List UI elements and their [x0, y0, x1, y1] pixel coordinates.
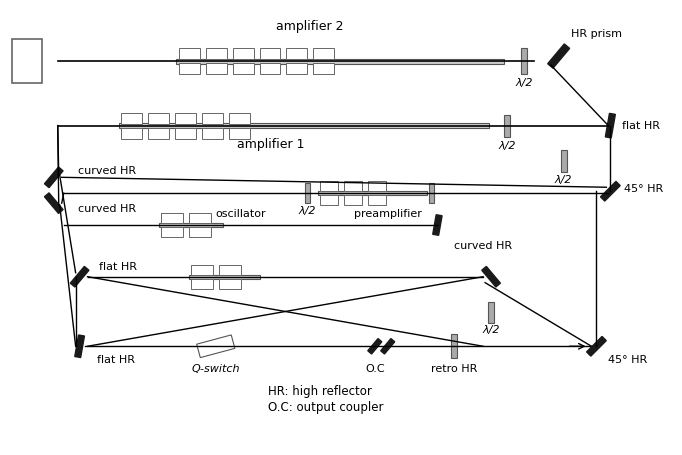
- Bar: [320, 181, 338, 191]
- Bar: [259, 63, 280, 74]
- Text: λ/2: λ/2: [499, 141, 516, 151]
- Text: amplifier 2: amplifier 2: [276, 20, 344, 33]
- Bar: [189, 275, 261, 278]
- Polygon shape: [548, 44, 569, 68]
- Bar: [286, 63, 307, 74]
- Bar: [175, 127, 196, 138]
- Bar: [233, 48, 254, 59]
- Text: λ/2: λ/2: [482, 325, 500, 335]
- Text: O.C: output coupler: O.C: output coupler: [269, 401, 384, 414]
- Bar: [313, 48, 334, 59]
- Bar: [561, 151, 567, 172]
- Text: flat HR: flat HR: [100, 262, 138, 272]
- Polygon shape: [481, 267, 501, 287]
- Bar: [313, 63, 334, 74]
- Text: amplifier 1: amplifier 1: [237, 138, 304, 152]
- Text: Q-switch: Q-switch: [192, 364, 240, 374]
- Bar: [451, 334, 458, 358]
- Bar: [206, 63, 226, 74]
- Polygon shape: [368, 339, 382, 354]
- Bar: [504, 115, 510, 136]
- Polygon shape: [44, 193, 63, 213]
- Polygon shape: [606, 113, 615, 138]
- Bar: [121, 127, 143, 138]
- Polygon shape: [381, 339, 395, 354]
- Bar: [161, 227, 183, 237]
- Text: 45° HR: 45° HR: [608, 355, 648, 365]
- Bar: [318, 191, 428, 195]
- Bar: [228, 113, 250, 124]
- Bar: [320, 195, 338, 205]
- Bar: [429, 183, 434, 203]
- Polygon shape: [75, 335, 85, 358]
- Polygon shape: [433, 215, 442, 235]
- Bar: [202, 113, 223, 124]
- Text: flat HR: flat HR: [98, 355, 136, 365]
- Bar: [286, 48, 307, 59]
- Polygon shape: [70, 267, 89, 287]
- Bar: [179, 48, 200, 59]
- Text: 45° HR: 45° HR: [624, 184, 664, 194]
- Polygon shape: [601, 182, 620, 201]
- Bar: [179, 63, 200, 74]
- Bar: [12, 39, 42, 83]
- Bar: [161, 213, 183, 223]
- Bar: [119, 123, 489, 128]
- Bar: [368, 181, 386, 191]
- Text: retro HR: retro HR: [431, 364, 477, 374]
- Bar: [219, 278, 241, 288]
- Bar: [189, 213, 211, 223]
- Bar: [521, 48, 527, 74]
- Bar: [305, 183, 310, 203]
- Polygon shape: [44, 167, 63, 187]
- Text: λ/2: λ/2: [555, 175, 572, 185]
- Text: curved HR: curved HR: [454, 241, 512, 251]
- Bar: [121, 113, 143, 124]
- Text: preamplifier: preamplifier: [354, 209, 421, 219]
- Bar: [176, 59, 504, 64]
- Bar: [344, 195, 362, 205]
- Bar: [191, 265, 213, 275]
- Bar: [344, 181, 362, 191]
- Bar: [202, 127, 223, 138]
- Bar: [368, 195, 386, 205]
- Text: curved HR: curved HR: [78, 204, 136, 214]
- Bar: [206, 48, 226, 59]
- Bar: [228, 127, 250, 138]
- Text: oscillator: oscillator: [216, 209, 266, 219]
- Text: curved HR: curved HR: [78, 167, 136, 177]
- Bar: [159, 223, 223, 227]
- Text: λ/2: λ/2: [515, 78, 533, 88]
- Bar: [488, 302, 494, 324]
- Text: O.C: O.C: [365, 364, 385, 374]
- Bar: [233, 63, 254, 74]
- Text: HR prism: HR prism: [571, 29, 621, 39]
- Text: flat HR: flat HR: [622, 121, 660, 131]
- Bar: [148, 113, 169, 124]
- Polygon shape: [587, 336, 606, 356]
- Text: λ/2: λ/2: [299, 206, 316, 216]
- Bar: [259, 48, 280, 59]
- Text: HR: high reflector: HR: high reflector: [269, 385, 372, 398]
- Bar: [219, 265, 241, 275]
- Bar: [191, 278, 213, 288]
- Polygon shape: [196, 335, 235, 358]
- Bar: [175, 113, 196, 124]
- Bar: [189, 227, 211, 237]
- Bar: [148, 127, 169, 138]
